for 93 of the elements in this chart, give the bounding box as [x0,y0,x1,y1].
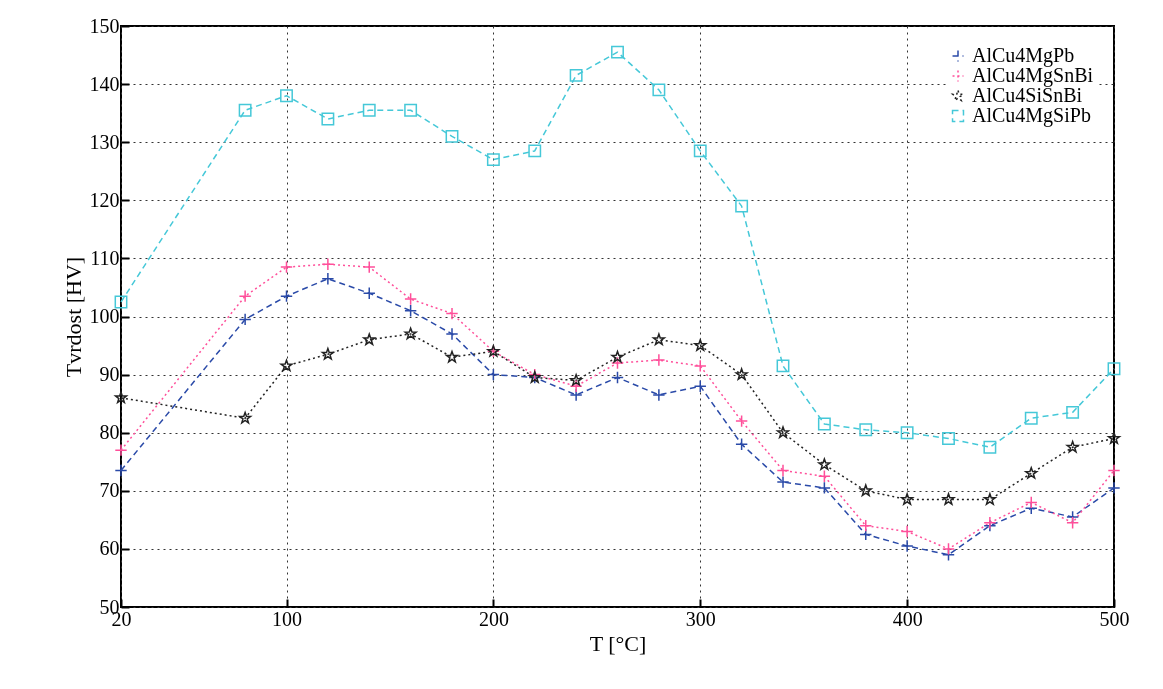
point [114,295,128,309]
point [445,327,459,341]
x-tick-label: 400 [892,607,923,630]
point [735,414,749,428]
point [735,199,749,213]
point [569,68,583,82]
point [900,493,914,505]
legend-label: AlCu4MgSiPb [972,104,1091,127]
y-tick-label: 100 [89,305,120,327]
point [404,327,417,340]
point [404,103,418,117]
point [817,417,831,431]
point [776,475,790,489]
point [776,359,790,373]
point [238,103,252,117]
x-tick-label: 300 [685,607,716,630]
point [114,464,128,477]
point [900,426,914,440]
point [362,103,376,117]
point [528,144,542,158]
point [445,350,459,363]
point [900,539,914,553]
y-tick-label: 70 [99,479,120,502]
point [486,368,500,382]
point [817,469,831,483]
point [652,388,666,402]
point [1066,440,1079,453]
point [776,426,790,439]
point [321,347,335,360]
y-tick-label: 120 [89,188,120,211]
point [321,272,335,286]
point [445,129,459,143]
point [1107,432,1121,444]
point [404,304,418,318]
y-tick-label: 60 [99,537,120,560]
y-axis-title: Tvrdost [HV] [60,256,86,378]
y-tick-label: 150 [89,14,120,37]
point [569,373,583,386]
point [652,83,666,97]
point [1024,411,1038,425]
point [1066,516,1080,530]
x-tick-label: 100 [272,607,302,630]
point [404,292,418,306]
legend-label: AlCu4MgPb [972,44,1075,67]
point [693,359,707,373]
point [238,411,252,424]
point [859,519,873,533]
point [859,423,873,437]
point [114,443,128,457]
point [817,481,831,495]
point [735,437,749,451]
point [818,458,831,471]
point [611,350,624,363]
point [900,525,914,538]
point [652,353,666,367]
y-tick-label: 80 [99,421,120,444]
point [693,144,707,158]
point [611,371,624,384]
point [569,379,583,393]
x-tick-label: 200 [478,607,509,630]
point [321,112,335,126]
y-tick-label: 90 [99,363,120,386]
x-axis-title: T [°C] [589,630,647,656]
point [280,359,293,372]
point [1024,495,1038,509]
point [983,440,997,454]
point [280,89,293,103]
point [1066,405,1080,419]
point [942,542,955,556]
point [776,464,790,477]
point [238,289,252,303]
point [445,307,459,321]
point [983,493,997,505]
point [693,379,707,393]
x-tick-label: 500 [1099,607,1130,630]
point [238,312,252,326]
point [362,260,376,274]
point [280,260,293,274]
point [1107,464,1121,477]
y-tick-label: 110 [90,246,120,269]
point [280,289,293,303]
point [114,391,128,404]
point [611,356,624,370]
point [1107,362,1121,376]
point [362,286,376,300]
y-tick-label: 140 [89,72,120,95]
point [611,45,624,59]
point [942,432,955,445]
point [1107,481,1121,495]
y-tick-label: 130 [89,130,120,153]
point [321,257,335,271]
point [652,333,666,346]
point [486,153,500,167]
